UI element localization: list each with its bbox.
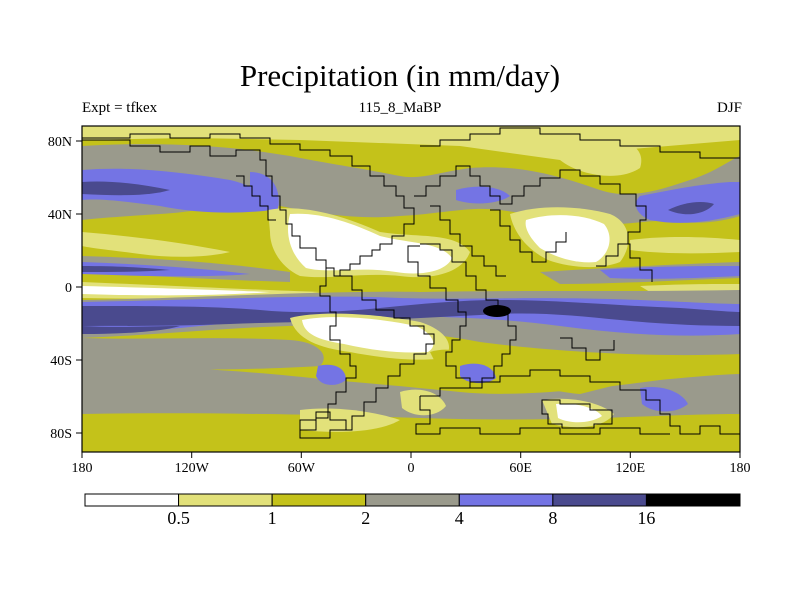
colorbar-swatch (365, 493, 460, 507)
time-label: 115_8_MaBP (358, 100, 442, 116)
colorbar-swatch (458, 493, 554, 507)
x-tick-label: 120W (175, 461, 210, 476)
y-tick-label: 80N (48, 135, 72, 150)
x-tick-label: 0 (408, 461, 415, 476)
coastlines (82, 127, 740, 439)
colorbar-label: 4 (455, 508, 464, 528)
y-tick-label: 40S (50, 354, 72, 369)
colorbar-label: 2 (361, 508, 370, 528)
colorbar-label: 8 (548, 508, 557, 528)
season-label: DJF (716, 100, 742, 116)
colorbar-swatch (552, 493, 647, 507)
plot-title: Precipitation (in mm/day) (239, 58, 561, 93)
colorbar-label: 1 (268, 508, 277, 528)
x-tick-label: 180 (730, 461, 751, 476)
colorbar-label: 16 (637, 508, 655, 528)
y-tick-label: 40N (48, 208, 72, 223)
y-tick-label: 0 (65, 281, 72, 296)
y-tick-label: 80S (50, 427, 72, 442)
x-tick-label: 60W (288, 461, 316, 476)
colorbar-swatch (84, 493, 180, 507)
colorbar: 0.5 1 2 4 8 16 (84, 493, 741, 528)
colorbar-swatch (645, 493, 741, 507)
colorbar-label: 0.5 (167, 508, 190, 528)
x-tick-label: 60E (509, 461, 532, 476)
axis-ticks (76, 140, 741, 458)
x-tick-label: 180 (72, 461, 93, 476)
experiment-label: Expt = tfkex (82, 100, 158, 116)
colorbar-swatch (178, 493, 273, 507)
x-tick-label: 120E (616, 461, 646, 476)
colorbar-swatch (271, 493, 367, 507)
precipitation-field (82, 126, 740, 452)
